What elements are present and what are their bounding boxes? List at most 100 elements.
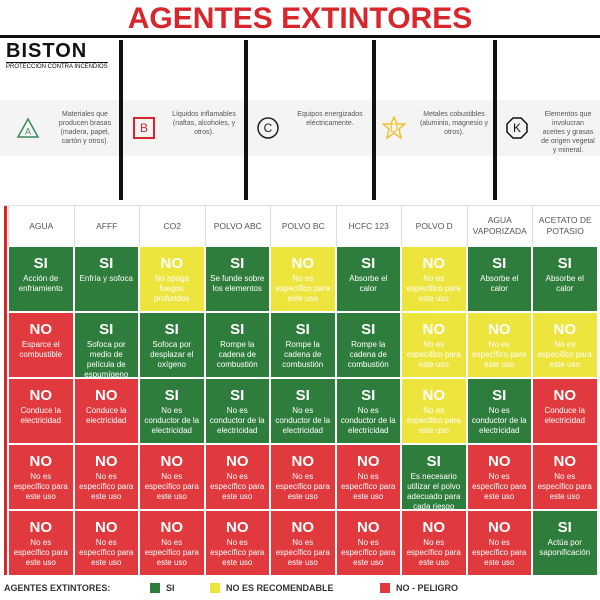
- cell-text: Esparce el combustible: [19, 340, 63, 359]
- cell: NO No es específico para este uso: [74, 445, 138, 509]
- divider: [493, 40, 497, 200]
- cell-text: No es específico para este uso: [406, 406, 461, 435]
- cell-text: No es específico para este uso: [341, 538, 396, 567]
- cell-text: Conduce la electricidad: [20, 406, 61, 425]
- cell-text: Absorbe el calor: [480, 274, 519, 293]
- column-header: AGUA: [8, 206, 74, 246]
- cell: SI Acción de enfriamiento: [9, 247, 73, 311]
- top-rule: [4, 205, 600, 206]
- cell-text: No es específico para este uso: [406, 538, 461, 567]
- cell: SI Sofoca por desplazar el oxígeno: [140, 313, 204, 377]
- cell: NO No es específico para este uso: [140, 511, 204, 575]
- cell-text: No es específico para este uso: [210, 538, 265, 567]
- cell: NO No es específico para este uso: [402, 379, 466, 443]
- cell-status: SI: [295, 321, 310, 338]
- cell: SI Rompe la cadena de combustión: [271, 313, 335, 377]
- cell: NO Conduce la electricidad: [9, 379, 73, 443]
- column-header: ACETATO DE POTASIO: [532, 206, 598, 246]
- cell-status: SI: [33, 255, 48, 272]
- cell-text: Se funde sobre los elementos: [210, 274, 265, 293]
- cell-text: No es específico para este uso: [275, 274, 330, 303]
- cell-text: No es específico para este uso: [210, 472, 265, 501]
- cell-status: NO: [357, 453, 380, 470]
- legend-title: AGENTES EXTINTORES:: [4, 583, 111, 593]
- class-icon: C: [257, 117, 279, 139]
- cell-text: No es específico para este uso: [79, 472, 134, 501]
- class-icon: B: [133, 117, 155, 139]
- cell-text: No es específico para este uso: [13, 538, 68, 567]
- cell-text: No es específico para este uso: [275, 472, 330, 501]
- cell-text: Rompe la cadena de combustión: [216, 340, 258, 369]
- cell: NO No es específico para este uso: [336, 445, 400, 509]
- cell-text: Acción de enfriamiento: [18, 274, 63, 293]
- column-header: AFFF: [73, 206, 140, 246]
- cell-text: Sofoca por medio de película de espumíge…: [84, 340, 129, 379]
- class-letter: D: [390, 121, 399, 135]
- cell: SI Rompe la cadena de combustión: [205, 313, 269, 377]
- class-letter: C: [264, 121, 273, 135]
- class-description: Equipos energizados eléctricamente.: [297, 111, 363, 127]
- cell-text: Actúa por saponificación: [539, 538, 591, 557]
- cell-status: NO: [226, 519, 249, 536]
- cell-text: No es específico para este uso: [144, 538, 199, 567]
- cell-status: NO: [553, 321, 577, 338]
- cell-status: SI: [492, 255, 507, 272]
- cell-status: NO: [95, 387, 118, 404]
- cell-status: SI: [557, 519, 572, 536]
- class-icon: A: [16, 117, 40, 138]
- cell-text: Rompe la cadena de combustión: [347, 340, 389, 369]
- cell-text: No es específico para este uso: [472, 538, 527, 567]
- class-icon: D: [382, 116, 406, 140]
- logo: BISTON: [6, 40, 88, 62]
- cell: NO No es específico para este uso: [271, 445, 335, 509]
- cell: SI No es conductor de la electricidad: [336, 379, 400, 443]
- cell: NO No es específico para este uso: [9, 511, 73, 575]
- cell-status: SI: [492, 387, 507, 404]
- cell: SI Es necesario utilizar el polvo adecuad…: [402, 445, 466, 511]
- cell: NO Conduce la electricidad: [74, 379, 138, 443]
- cell: SI No es conductor de la electricidad: [271, 379, 335, 443]
- cell-status: SI: [557, 255, 572, 272]
- cell-status: NO: [291, 519, 315, 536]
- cell: NO No es específico para este uso: [533, 445, 597, 509]
- cell-status: SI: [230, 321, 245, 338]
- cell: NO No es específico para este uso: [271, 247, 335, 311]
- cell-status: NO: [29, 453, 53, 470]
- cell-status: NO: [29, 321, 53, 338]
- class-letter: K: [513, 121, 521, 135]
- legend-label: SI: [166, 583, 175, 593]
- column-header: POLVO D: [401, 206, 467, 246]
- cell-text: No es conductor de la electricidad: [275, 406, 331, 435]
- cell-status: NO: [422, 321, 446, 338]
- cell-status: SI: [164, 321, 179, 338]
- cell-status: NO: [291, 453, 315, 470]
- legend-swatch: [150, 583, 160, 593]
- cell-status: SI: [99, 321, 114, 338]
- cell-text: No es específico para este uso: [472, 340, 527, 369]
- column-header: HCFC 123: [335, 206, 402, 246]
- cell-status: NO: [29, 519, 53, 536]
- legend-label: NO ES RECOMENDABLE: [226, 583, 334, 593]
- cell-text: No es específico para este uso: [79, 538, 134, 567]
- cell-status: NO: [488, 519, 511, 536]
- cell-status: SI: [230, 387, 245, 404]
- cell-status: NO: [422, 255, 446, 272]
- class-description: Metales cobustibles (aluminio, magnesio …: [419, 111, 489, 136]
- cell: SI Se funde sobre los elementos: [205, 247, 269, 311]
- cell-status: NO: [488, 453, 511, 470]
- cell-status: SI: [361, 321, 376, 338]
- cell: NO No es específico para este uso: [402, 247, 466, 311]
- cell-status: NO: [488, 321, 511, 338]
- class-description: Líquidos inflamables (naftas, alcoholes,…: [172, 111, 236, 136]
- cell: NO No es específico para este uso: [402, 511, 466, 575]
- cell-status: SI: [164, 387, 179, 404]
- cell-status: NO: [357, 519, 380, 536]
- cell-text: No es específico para este uso: [537, 472, 592, 501]
- cell-status: SI: [99, 255, 114, 272]
- left-rule: [4, 205, 7, 575]
- cell-text: Conduce la electricidad: [86, 406, 127, 425]
- divider: [244, 40, 248, 200]
- class-description: Elementos que involucran aceites y grasa…: [541, 111, 595, 154]
- cell-status: NO: [95, 519, 118, 536]
